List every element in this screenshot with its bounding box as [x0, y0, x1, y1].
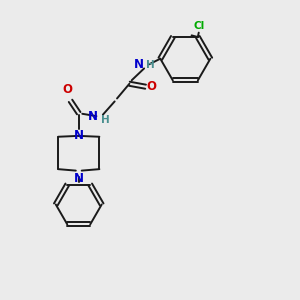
Text: Cl: Cl: [194, 21, 205, 31]
Text: H: H: [100, 115, 109, 125]
Text: N: N: [88, 110, 98, 123]
Text: N: N: [134, 58, 144, 71]
Text: O: O: [63, 83, 73, 96]
Text: H: H: [146, 60, 155, 70]
Text: N: N: [74, 129, 84, 142]
Text: N: N: [74, 172, 84, 185]
Text: O: O: [146, 80, 156, 93]
